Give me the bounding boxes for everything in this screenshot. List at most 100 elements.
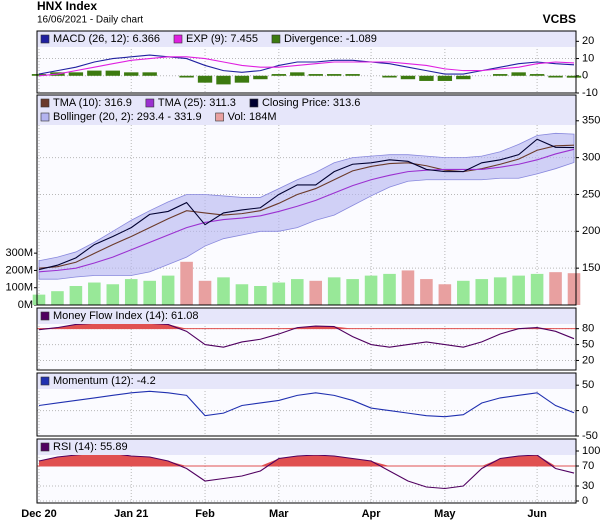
chart-subtitle: 16/06/2021 - Daily chart [37, 15, 143, 26]
bar [235, 284, 249, 305]
y-tick-label: 50 [582, 379, 594, 391]
bar [234, 75, 250, 83]
bar [272, 282, 286, 305]
y-tick-label: 300 [582, 152, 600, 164]
bar [529, 74, 545, 76]
legend-strip [37, 373, 576, 389]
x-tick-label: May [434, 508, 456, 520]
bar [124, 72, 139, 76]
legend-label: Bollinger (20, 2): 293.4 - 331.9 [53, 111, 202, 123]
series-line [38, 138, 575, 271]
panel-frame [36, 438, 577, 504]
legend-swatch [215, 112, 224, 122]
bar [32, 294, 46, 305]
legend-swatch [40, 442, 50, 452]
y2-tick-label: 0M [18, 299, 33, 311]
bar [327, 277, 341, 305]
bar [512, 275, 525, 305]
series-line [38, 390, 575, 418]
panel-frame [36, 94, 577, 306]
bar [401, 270, 415, 305]
legend-label: Closing Price: 313.6 [262, 97, 360, 109]
bar [493, 74, 508, 76]
bar [475, 279, 489, 305]
bar [179, 75, 194, 78]
x-tick-label: Dec 20 [21, 508, 56, 520]
bar [437, 75, 453, 81]
bar [419, 75, 434, 81]
bar [345, 74, 360, 76]
legend-swatch [249, 98, 259, 108]
legend-strip [37, 308, 576, 324]
bar [364, 275, 378, 305]
legend-swatch [271, 34, 281, 44]
bar [566, 75, 582, 78]
y-tick-label: 20 [582, 354, 594, 366]
bar [31, 74, 47, 76]
legend-swatch [173, 34, 183, 44]
panel-frame [36, 372, 577, 437]
y-tick-label: 350 [582, 115, 600, 127]
bar [290, 72, 305, 76]
bar [254, 285, 267, 305]
bar [382, 75, 397, 78]
legend-label: TMA (25): 311.3 [158, 97, 236, 109]
bar [271, 74, 287, 76]
legend-strip [37, 439, 576, 455]
y-tick-label: 0 [582, 70, 588, 82]
y-tick-label: 0 [582, 495, 588, 507]
bar [161, 275, 175, 305]
bar [456, 75, 471, 80]
legend-swatch [40, 98, 50, 108]
legend-label: Divergence: -1.089 [284, 33, 377, 45]
legend-label: MACD (26, 12): 6.366 [53, 33, 160, 45]
y-tick-label: 20 [582, 35, 594, 47]
bar [511, 72, 526, 76]
bar [457, 280, 470, 305]
legend-label: RSI (14): 55.89 [53, 441, 128, 453]
bar [198, 280, 212, 305]
y-tick-label: 200 [582, 225, 600, 237]
series-line [38, 148, 575, 273]
bar [308, 74, 323, 76]
bar [217, 277, 230, 305]
bar [51, 291, 64, 305]
legend-strip [37, 31, 576, 47]
y-tick-label: 0 [582, 405, 588, 417]
x-tick-label: Jun [527, 508, 547, 520]
y-tick-label: 70 [582, 460, 594, 472]
bar [106, 284, 120, 305]
legend-swatch [40, 376, 50, 386]
y2-tick-label: 300M [5, 247, 33, 259]
legend-label: EXP (9): 7.455 [186, 33, 258, 45]
bar [438, 284, 452, 305]
legend-swatch [40, 112, 50, 122]
legend-strip [37, 95, 576, 125]
y-tick-label: 30 [582, 480, 594, 492]
bar [124, 279, 138, 305]
bar [530, 273, 544, 305]
panel-frame [36, 307, 577, 371]
x-tick-label: Feb [195, 508, 215, 520]
legend-label: Money Flow Index (14): 61.08 [53, 310, 199, 322]
bar [68, 72, 84, 76]
bar [326, 74, 342, 76]
legend-swatch [40, 311, 50, 321]
legend-swatch [40, 34, 50, 44]
bar [493, 277, 507, 305]
bar [143, 280, 156, 305]
bar [549, 272, 562, 305]
y-tick-label: 50 [582, 338, 594, 350]
chart-title: HNX Index [37, 0, 97, 13]
bar [346, 279, 359, 305]
bar [420, 279, 433, 305]
series-line [38, 56, 575, 77]
y2-tick-label: 100M [5, 282, 33, 294]
source-label: VCBS [543, 12, 576, 26]
bar [567, 273, 581, 305]
bar [253, 75, 268, 80]
bar [69, 285, 83, 305]
bar [400, 75, 416, 80]
